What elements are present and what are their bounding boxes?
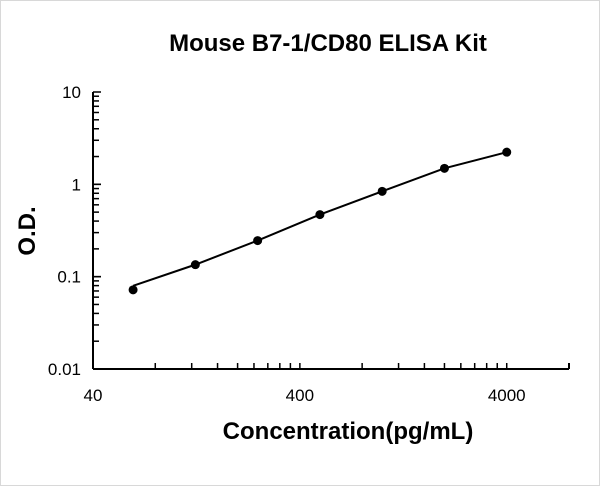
data-point [315, 210, 325, 220]
y-tick-label: 10 [62, 83, 81, 102]
data-point [190, 260, 200, 270]
data-point [439, 163, 449, 173]
chart-title: Mouse B7-1/CD80 ELISA Kit [169, 30, 487, 57]
data-point [253, 236, 263, 246]
y-tick-label: 0.1 [57, 268, 81, 287]
data-point [502, 147, 512, 157]
x-axis-label: Concentration(pg/mL) [223, 418, 474, 445]
data-point [128, 285, 138, 295]
x-tick-label: 400 [286, 386, 314, 405]
data-point [377, 186, 387, 196]
x-tick-label: 4000 [488, 386, 526, 405]
y-axis-label: O.D. [14, 206, 41, 255]
x-tick-label: 40 [84, 386, 103, 405]
y-tick-label: 0.01 [48, 360, 81, 379]
y-tick-label: 1 [72, 175, 81, 194]
